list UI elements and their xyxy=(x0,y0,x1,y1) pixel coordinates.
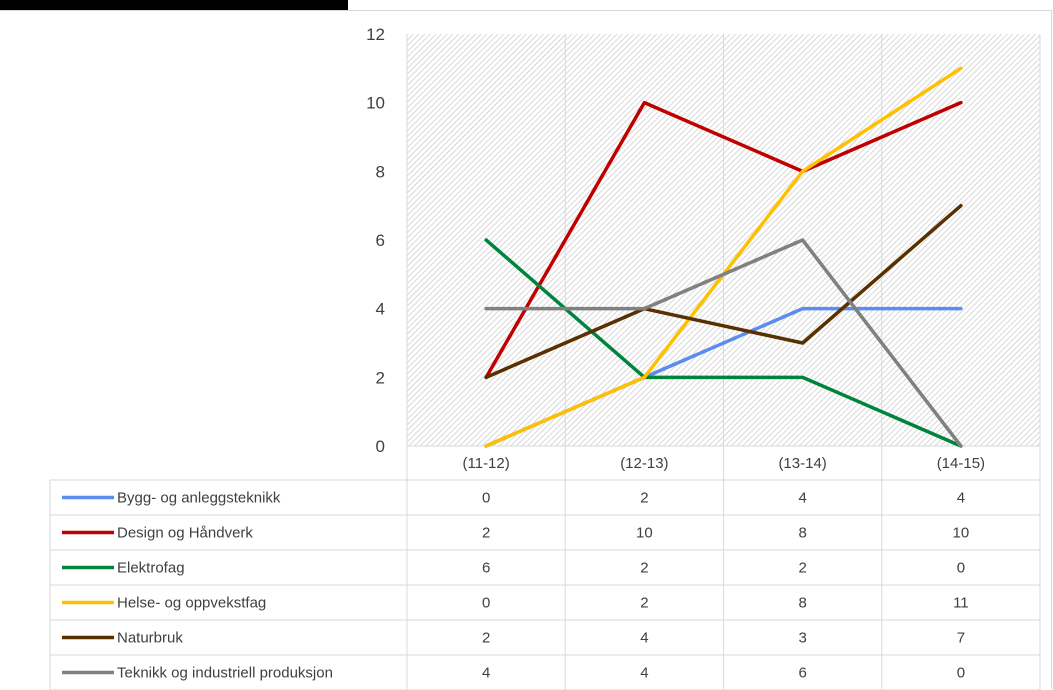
data-table-cell: 4 xyxy=(482,665,490,682)
data-table-cell: 8 xyxy=(798,595,806,612)
data-table-cell: 2 xyxy=(640,595,648,612)
data-table-cell: 10 xyxy=(953,525,970,542)
chart-frame xyxy=(0,10,1052,689)
data-table-cell: 10 xyxy=(636,525,653,542)
y-tick-label: 6 xyxy=(376,231,385,250)
legend-label: Bygg- og anleggsteknikk xyxy=(117,490,281,507)
data-table-cell: 2 xyxy=(482,630,490,647)
series-line xyxy=(484,100,963,380)
x-tick-label: (12-13) xyxy=(620,455,668,472)
data-table-cell: 6 xyxy=(798,665,806,682)
data-table-cell: 0 xyxy=(482,490,490,507)
top-black-bar xyxy=(0,0,348,10)
y-tick-label: 0 xyxy=(376,437,385,456)
series-line xyxy=(484,203,963,380)
data-table-cell: 4 xyxy=(957,490,965,507)
data-table-cell: 3 xyxy=(798,630,806,647)
y-tick-label: 4 xyxy=(376,300,385,319)
data-table-cell: 7 xyxy=(957,630,965,647)
data-table-cell: 4 xyxy=(640,665,648,682)
legend-label: Design og Håndverk xyxy=(117,525,253,542)
data-table-cell: 6 xyxy=(482,560,490,577)
series-line xyxy=(484,238,963,448)
y-tick-label: 2 xyxy=(376,368,385,387)
y-tick-label: 10 xyxy=(366,94,385,113)
data-table-cell: 2 xyxy=(482,525,490,542)
x-tick-label: (14-15) xyxy=(937,455,985,472)
y-tick-label: 8 xyxy=(376,162,385,181)
legend-label: Naturbruk xyxy=(117,630,183,647)
x-tick-label: (11-12) xyxy=(463,455,510,472)
data-table-cell: 11 xyxy=(953,595,969,612)
data-table-cell: 4 xyxy=(798,490,806,507)
data-table-cell: 8 xyxy=(798,525,806,542)
data-table-cell: 0 xyxy=(957,665,965,682)
data-table-cell: 2 xyxy=(640,490,648,507)
x-tick-label: (13-14) xyxy=(778,455,826,472)
legend-label: Helse- og oppvekstfag xyxy=(117,595,266,612)
legend-label: Teknikk og industriell produksjon xyxy=(117,665,333,682)
data-table-cell: 2 xyxy=(798,560,806,577)
data-table-cell: 0 xyxy=(482,595,490,612)
y-tick-label: 12 xyxy=(366,25,385,44)
data-table-cell: 2 xyxy=(640,560,648,577)
data-table-cell: 4 xyxy=(640,630,648,647)
data-table-cell: 0 xyxy=(957,560,965,577)
legend-label: Elektrofag xyxy=(117,560,185,577)
